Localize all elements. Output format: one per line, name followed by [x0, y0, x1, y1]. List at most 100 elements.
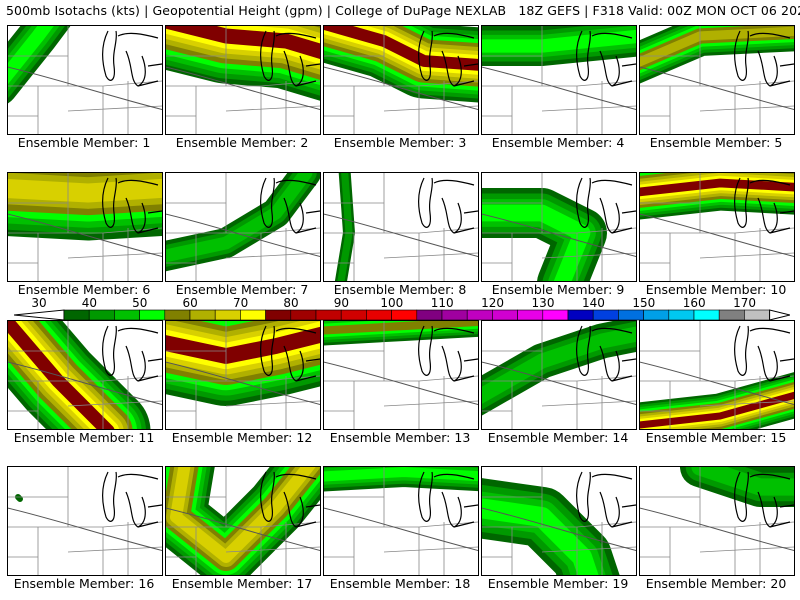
- ensemble-member-map: [639, 25, 795, 135]
- ensemble-member-label: Ensemble Member: 17: [171, 576, 313, 591]
- height-contour: [166, 66, 320, 110]
- colorbar-swatch: [492, 309, 518, 321]
- colorbar-swatch: [240, 309, 266, 321]
- state-boundaries: [640, 173, 794, 281]
- height-contour: [8, 213, 162, 257]
- great-lakes-outline: [734, 325, 794, 382]
- colorbar-swatch: [693, 309, 720, 321]
- ensemble-member-label: Ensemble Member: 9: [491, 282, 625, 297]
- colorbar-swatch: [340, 309, 367, 321]
- height-contour: [8, 507, 162, 551]
- height-contour: [8, 66, 162, 110]
- isotach-band: [324, 467, 478, 482]
- ensemble-member-label: Ensemble Member: 12: [171, 430, 313, 445]
- great-lakes-outline: [102, 177, 162, 234]
- height-contour: [640, 507, 794, 551]
- ensemble-member-label: Ensemble Member: 8: [333, 282, 467, 297]
- colorbar-tick: 110: [430, 296, 454, 310]
- great-lakes-outline: [734, 471, 794, 528]
- ensemble-member-map: [7, 172, 163, 282]
- great-lakes-outline: [418, 30, 478, 87]
- isotach-band: [8, 178, 162, 203]
- ensemble-member-map: [481, 320, 637, 430]
- colorbar-swatch: [315, 309, 342, 321]
- colorbar-tick: 80: [283, 296, 299, 310]
- colorbar-swatch: [189, 309, 216, 321]
- height-contour: [166, 507, 320, 551]
- great-lakes-outline: [418, 325, 478, 382]
- state-boundaries: [166, 321, 320, 429]
- height-contour: [482, 361, 636, 405]
- ensemble-member-label: Ensemble Member: 13: [329, 430, 471, 445]
- state-boundaries: [482, 321, 636, 429]
- state-boundaries: [640, 467, 794, 575]
- ensemble-member-map: [7, 466, 163, 576]
- ensemble-member-map: [481, 25, 637, 135]
- state-boundaries: [8, 467, 162, 575]
- state-boundaries: [324, 173, 478, 281]
- great-lakes-outline: [576, 177, 636, 234]
- great-lakes-outline: [102, 30, 162, 87]
- great-lakes-outline: [418, 471, 478, 528]
- state-boundaries: [482, 26, 636, 134]
- ensemble-member-map: [323, 320, 479, 430]
- ensemble-member-label: Ensemble Member: 7: [175, 282, 309, 297]
- colorbar-tick: 130: [531, 296, 555, 310]
- ensemble-member-map: [639, 320, 795, 430]
- state-boundaries: [324, 26, 478, 134]
- colorbar-tick: 120: [481, 296, 505, 310]
- ensemble-member-map: [165, 320, 321, 430]
- colorbar-swatch: [88, 309, 115, 321]
- colorbar-swatch: [214, 309, 241, 321]
- height-contour: [324, 361, 478, 405]
- great-lakes-outline: [576, 325, 636, 382]
- isotach-band: [691, 467, 794, 496]
- ensemble-member-label: Ensemble Member: 15: [645, 430, 787, 445]
- state-boundaries: [324, 467, 478, 575]
- ensemble-member-map: [323, 25, 479, 135]
- ensemble-member-map: [323, 466, 479, 576]
- ensemble-member-label: Ensemble Member: 19: [487, 576, 629, 591]
- great-lakes-outline: [734, 177, 794, 234]
- colorbar-tick: 60: [182, 296, 198, 310]
- state-boundaries: [640, 26, 794, 134]
- state-boundaries: [166, 26, 320, 134]
- colorbar-swatch: [592, 309, 619, 321]
- great-lakes-outline: [576, 30, 636, 87]
- isotach-band: [166, 26, 320, 60]
- height-contour: [324, 66, 478, 110]
- colorbar-swatch: [391, 309, 418, 321]
- state-boundaries: [482, 467, 636, 575]
- ensemble-member-label: Ensemble Member: 3: [333, 135, 467, 150]
- colorbar-tick: 140: [581, 296, 605, 310]
- height-contour: [166, 361, 320, 405]
- ensemble-member-map: [639, 172, 795, 282]
- colorbar-swatch: [265, 309, 292, 321]
- ensemble-member-label: Ensemble Member: 5: [649, 135, 783, 150]
- isotach-band: [166, 326, 320, 364]
- ensemble-member-map: [639, 466, 795, 576]
- height-contour: [640, 361, 794, 405]
- colorbar-swatch: [416, 309, 443, 321]
- height-contour: [324, 507, 478, 551]
- ensemble-member-map: [481, 466, 637, 576]
- height-contour: [482, 66, 636, 110]
- colorbar-swatch: [114, 309, 140, 321]
- ensemble-member-map: [7, 320, 163, 430]
- ensemble-member-map: [165, 25, 321, 135]
- ensemble-member-map: [481, 172, 637, 282]
- colorbar-tick: 100: [380, 296, 404, 310]
- great-lakes-outline: [734, 30, 794, 87]
- height-contour: [482, 507, 636, 551]
- ensemble-member-map: [323, 172, 479, 282]
- ensemble-member-label: Ensemble Member: 14: [487, 430, 629, 445]
- great-lakes-outline: [260, 177, 320, 234]
- height-contour: [640, 213, 794, 257]
- state-boundaries: [8, 173, 162, 281]
- state-boundaries: [324, 321, 478, 429]
- state-boundaries: [8, 321, 162, 429]
- isotach-band: [640, 178, 794, 197]
- ensemble-member-label: Ensemble Member: 4: [491, 135, 625, 150]
- colorbar-swatch: [164, 309, 191, 321]
- colorbar-swatch: [718, 309, 745, 321]
